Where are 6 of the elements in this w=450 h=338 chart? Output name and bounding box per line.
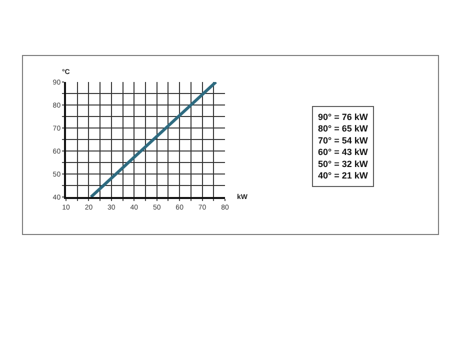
text: 50° = 32 kW <box>318 158 368 169</box>
text: 60° = 43 kW <box>318 147 368 158</box>
text: 90° = 76 kW <box>318 112 368 122</box>
text: 80° = 65 kW <box>318 124 368 134</box>
text: 40° = 21 kW <box>318 170 368 180</box>
text: 70° = 54 kW <box>318 135 368 146</box>
